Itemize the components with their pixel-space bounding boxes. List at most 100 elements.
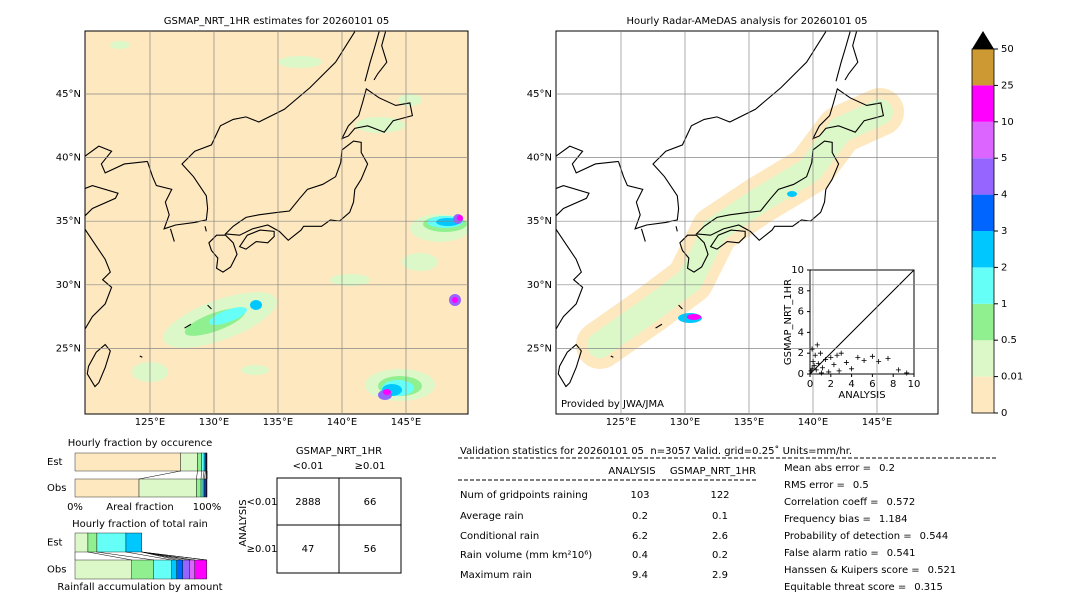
lon-tick-label: 145°E bbox=[391, 417, 421, 428]
score-label: Mean abs error = bbox=[784, 463, 871, 474]
colorbar-label: 0.5 bbox=[1001, 335, 1017, 346]
fraction-segment bbox=[131, 559, 155, 580]
scatter-point bbox=[812, 352, 818, 358]
score-label: RMS error = bbox=[784, 480, 845, 491]
scatter-point bbox=[814, 342, 820, 348]
cell: 0.4 bbox=[632, 550, 648, 561]
scatter-point bbox=[826, 369, 832, 375]
row-label: Obs bbox=[47, 483, 66, 494]
cell: 66 bbox=[364, 497, 377, 508]
scatter-point bbox=[817, 350, 823, 356]
lat-tick-label: 25°N bbox=[527, 343, 552, 354]
connector bbox=[202, 470, 205, 480]
score-value: 0.315 bbox=[914, 582, 943, 593]
connector bbox=[138, 470, 181, 480]
colorbar-label: 0.01 bbox=[1001, 372, 1023, 383]
scatter-point bbox=[904, 370, 910, 376]
fraction-segment bbox=[96, 532, 127, 553]
connector bbox=[141, 551, 207, 561]
score-label: Equitable threat score = bbox=[784, 582, 906, 593]
scatter-point bbox=[823, 356, 829, 362]
left-map-field bbox=[85, 31, 468, 414]
colorbar-label: 2 bbox=[1001, 262, 1007, 273]
colorbar-label: 50 bbox=[1001, 44, 1014, 55]
row-label: Obs bbox=[47, 565, 66, 576]
scatter-point bbox=[843, 360, 849, 366]
scatter-point bbox=[885, 355, 891, 361]
fraction-segment bbox=[138, 478, 197, 498]
lon-tick-label: 130°E bbox=[199, 417, 229, 428]
fraction-segment bbox=[182, 559, 190, 580]
lon-tick-label: 140°E bbox=[798, 417, 828, 428]
lon-tick-label: 145°E bbox=[862, 417, 892, 428]
x-tick-label: 10 bbox=[908, 379, 921, 390]
left-map-frame bbox=[84, 30, 469, 415]
cell: 0.2 bbox=[632, 511, 648, 522]
y-tick-label: 10 bbox=[791, 265, 804, 276]
lon-tick-label: 130°E bbox=[670, 417, 700, 428]
row-label: ≥0.01 bbox=[247, 544, 278, 555]
fraction-segment bbox=[180, 452, 198, 472]
row-label: Maximum rain bbox=[460, 570, 532, 581]
y-tick-label: 8 bbox=[798, 286, 804, 297]
fraction-segment bbox=[194, 559, 207, 580]
scatter-point bbox=[819, 365, 825, 371]
colorbar-label: 0 bbox=[1001, 408, 1007, 419]
y-tick-label: 4 bbox=[798, 327, 804, 338]
row-label: Average rain bbox=[460, 511, 524, 522]
lat-tick-label: 30°N bbox=[527, 280, 552, 291]
cell: 2.6 bbox=[712, 531, 728, 542]
lon-tick-label: 135°E bbox=[263, 417, 293, 428]
lat-tick-label: 35°N bbox=[56, 216, 81, 227]
lon-tick-label: 125°E bbox=[606, 417, 636, 428]
scatter-point bbox=[815, 361, 821, 367]
colorbar-label: 3 bbox=[1001, 226, 1007, 237]
scatter-point bbox=[810, 359, 816, 365]
cell: 0.2 bbox=[712, 550, 728, 561]
fraction-segment bbox=[201, 452, 205, 472]
cell: 122 bbox=[710, 490, 729, 501]
x-axis-label: ANALYSIS bbox=[838, 390, 885, 401]
score-label: Correlation coeff = bbox=[784, 497, 879, 508]
colorbar-segment bbox=[972, 49, 994, 86]
scatter-point bbox=[869, 353, 875, 359]
cell: 2.9 bbox=[712, 570, 728, 581]
x-tick-label: 4 bbox=[848, 379, 854, 390]
chart-title: Hourly fraction by occurence bbox=[68, 438, 212, 449]
row-label: Est bbox=[47, 457, 63, 468]
colorbar-segment bbox=[972, 158, 994, 195]
scatter-point bbox=[818, 370, 824, 376]
colorbar-label: 5 bbox=[1001, 153, 1007, 164]
connector bbox=[204, 470, 206, 480]
connector bbox=[196, 470, 198, 480]
col-label: ≥0.01 bbox=[355, 461, 386, 472]
lat-tick-label: 30°N bbox=[56, 280, 81, 291]
lat-tick-label: 45°N bbox=[56, 89, 81, 100]
col-label: <0.01 bbox=[293, 461, 324, 472]
lat-tick-label: 40°N bbox=[527, 153, 552, 164]
x-tick-label: 2 bbox=[828, 379, 834, 390]
score-value: 0.572 bbox=[887, 497, 916, 508]
lat-tick-label: 25°N bbox=[56, 343, 81, 354]
fraction-segment bbox=[74, 452, 181, 472]
validation-title: Validation statistics for 20260101 05 n=… bbox=[460, 445, 852, 457]
diagonal bbox=[809, 269, 915, 375]
fraction-segment bbox=[74, 478, 140, 498]
fraction-segment bbox=[171, 559, 177, 580]
lat-tick-label: 35°N bbox=[527, 216, 552, 227]
fraction-segment bbox=[200, 478, 204, 498]
cell: 47 bbox=[302, 544, 315, 555]
score-value: 0.521 bbox=[928, 565, 957, 576]
fraction-segment bbox=[189, 559, 195, 580]
row-label: Rain volume (mm km²10⁶) bbox=[460, 550, 592, 561]
connector bbox=[96, 551, 154, 561]
x-tick-label: 0% bbox=[67, 502, 83, 513]
scatter-point bbox=[849, 366, 855, 372]
row-label: Num of gridpoints raining bbox=[460, 490, 588, 501]
colorbar-segment bbox=[972, 340, 994, 377]
row-label: Conditional rain bbox=[460, 531, 539, 542]
score-value: 0.5 bbox=[853, 480, 869, 491]
colorbar-segment bbox=[972, 376, 994, 413]
scatter-point bbox=[838, 350, 844, 356]
